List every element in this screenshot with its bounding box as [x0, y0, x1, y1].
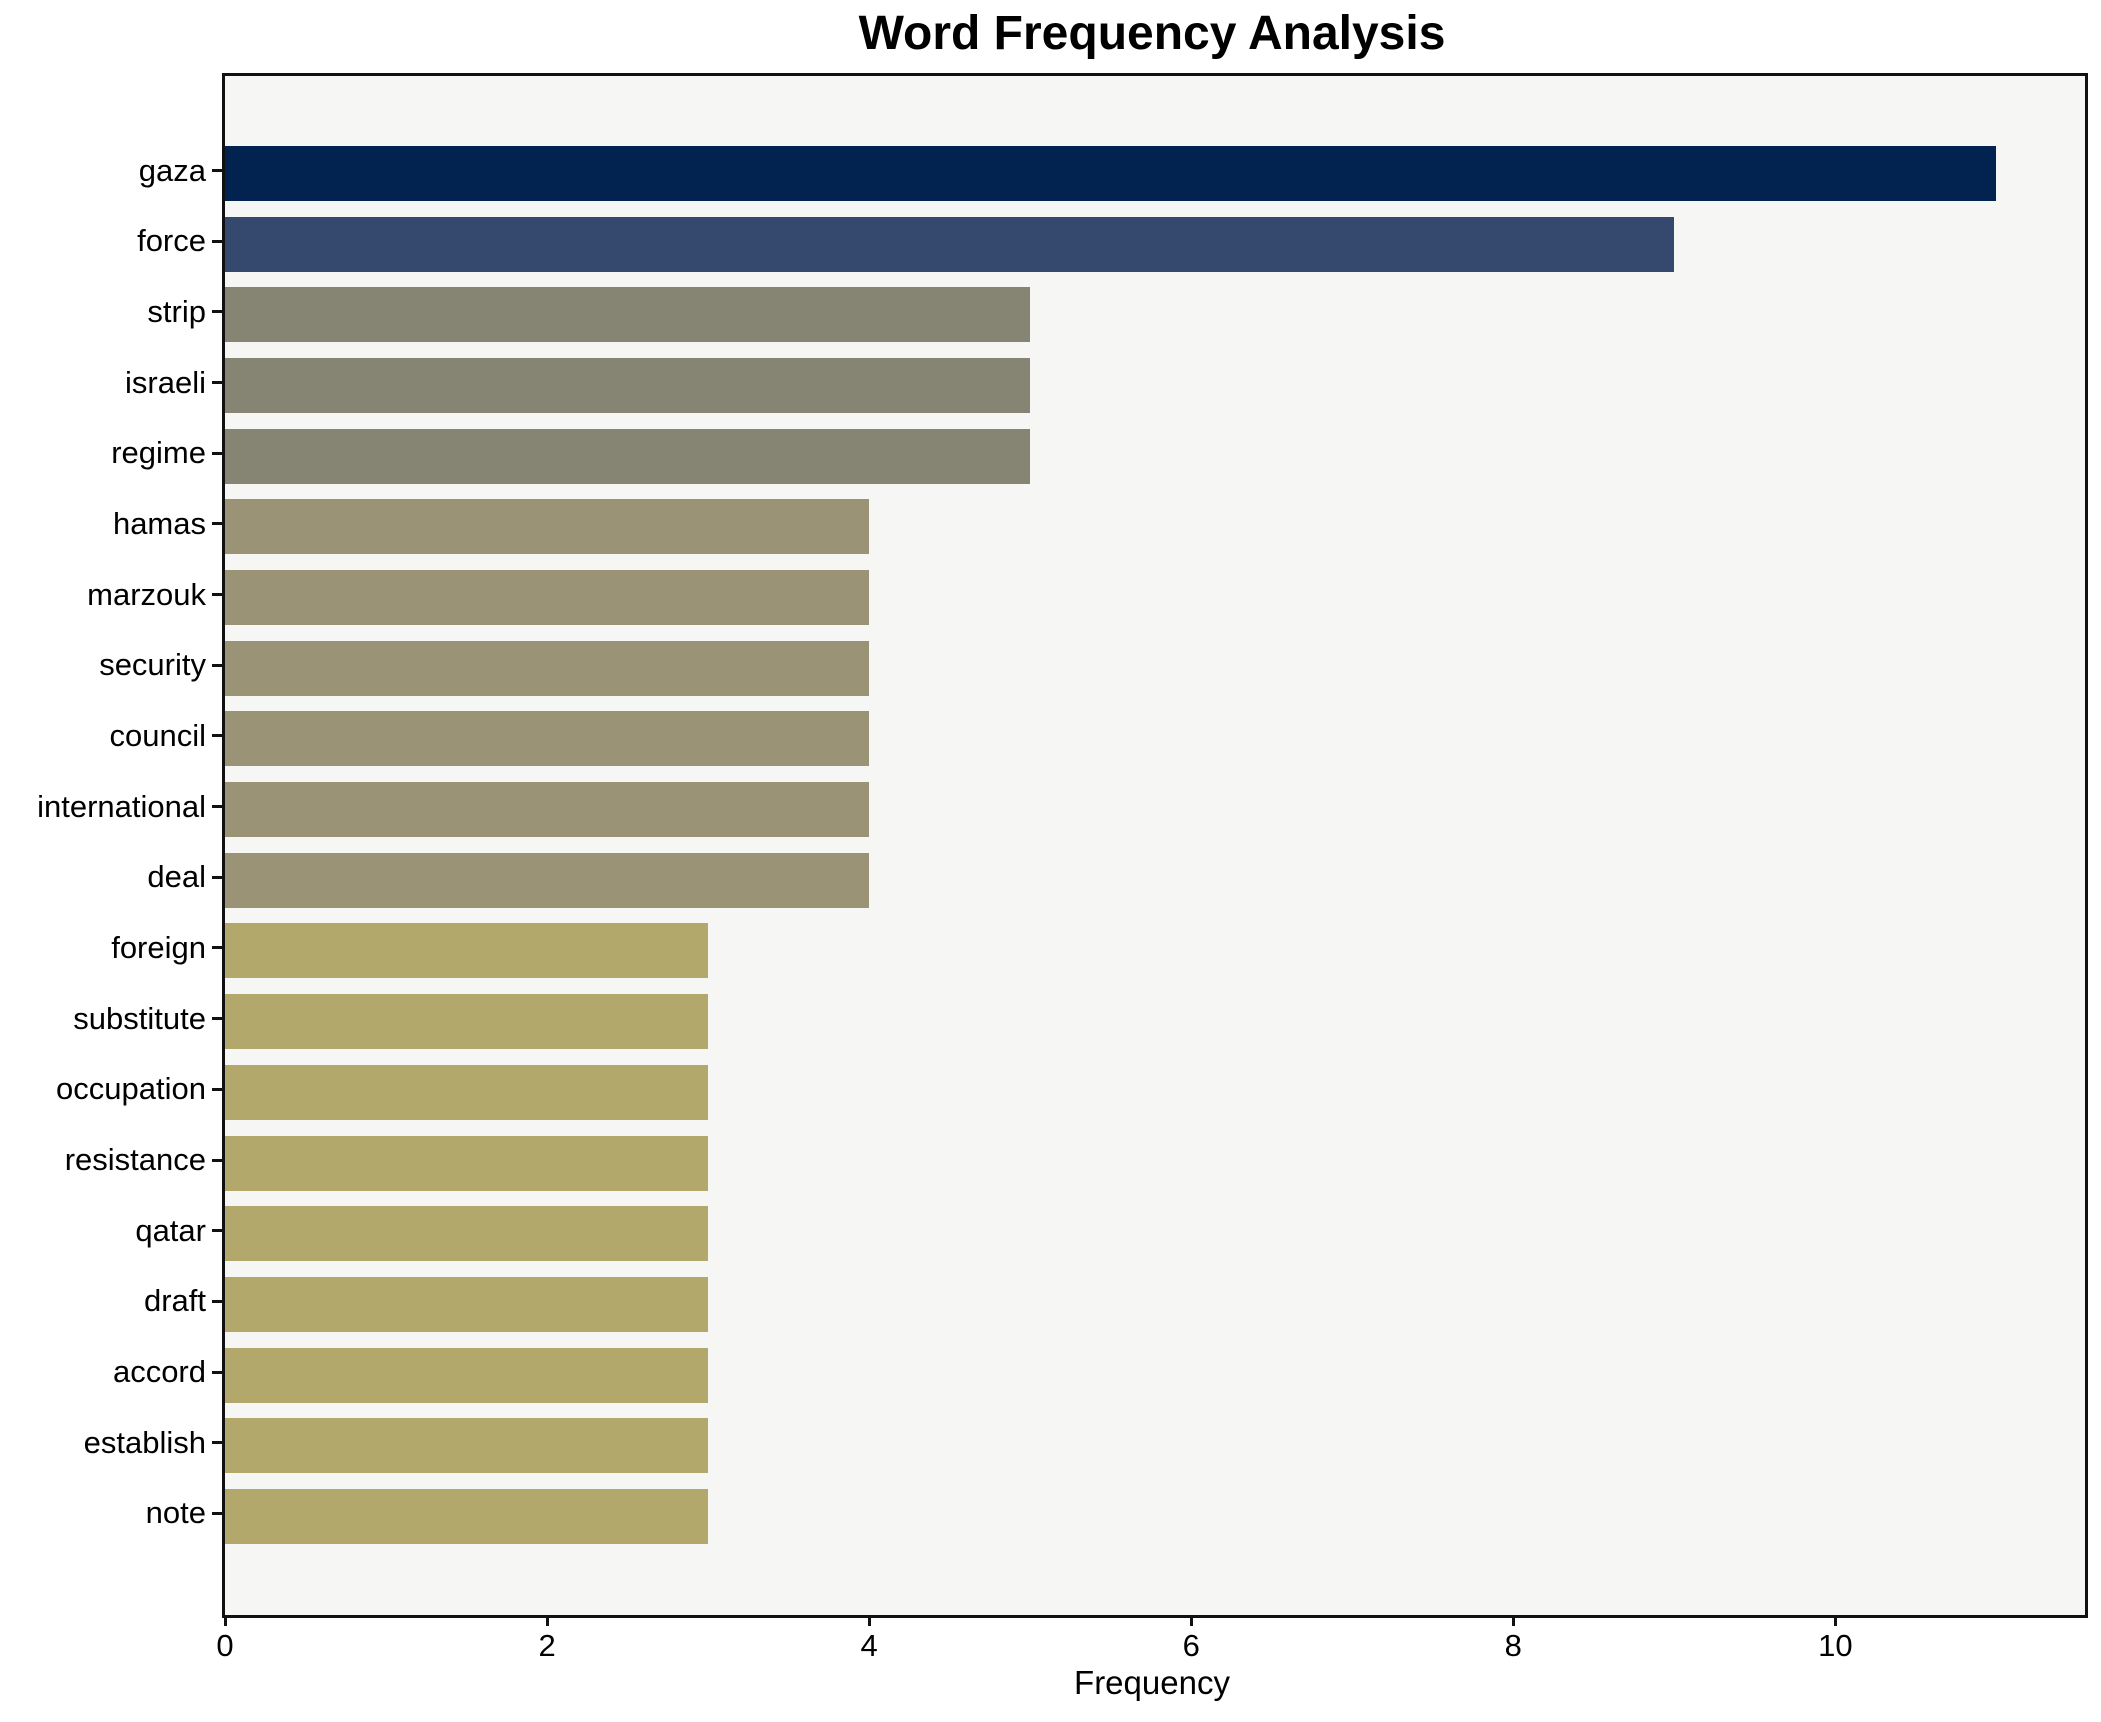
bar-hamas — [225, 499, 870, 555]
y-tick-label: establish — [83, 1424, 206, 1460]
y-tick-mark — [212, 805, 222, 809]
y-tick-label: marzouk — [87, 576, 206, 612]
y-tick-label: hamas — [112, 505, 206, 541]
y-tick-label: resistance — [64, 1142, 206, 1178]
x-tick-mark — [1833, 1615, 1837, 1626]
y-tick-mark — [212, 1511, 222, 1515]
y-tick-mark — [212, 1370, 222, 1374]
y-tick-mark — [212, 1441, 222, 1445]
y-tick-mark — [212, 734, 222, 738]
plot-area — [222, 73, 2088, 1618]
y-tick-mark — [212, 1299, 222, 1303]
y-tick-mark — [212, 1229, 222, 1233]
bar-strip — [225, 287, 1031, 343]
y-tick-label: regime — [111, 435, 206, 471]
bars-container — [225, 76, 2085, 1615]
y-tick-label: substitute — [73, 1000, 206, 1036]
x-tick-label: 2 — [538, 1628, 556, 1663]
y-tick-mark — [212, 381, 222, 385]
bar-israeli — [225, 358, 1031, 414]
y-tick-mark — [212, 310, 222, 314]
y-tick-mark — [212, 239, 222, 243]
bar-deal — [225, 852, 870, 908]
bar-council — [225, 711, 870, 767]
bar-note — [225, 1488, 709, 1544]
y-tick-mark — [212, 1087, 222, 1091]
x-tick-label: 8 — [1504, 1628, 1522, 1663]
bar-resistance — [225, 1135, 709, 1191]
y-tick-label: strip — [147, 293, 206, 329]
x-tick-label: 4 — [860, 1628, 878, 1663]
y-tick-mark — [212, 522, 222, 526]
bar-foreign — [225, 923, 709, 979]
x-tick-mark — [1189, 1615, 1193, 1626]
y-tick-mark — [212, 169, 222, 172]
x-tick-label: 6 — [1182, 1628, 1200, 1663]
y-tick-label: foreign — [111, 929, 206, 965]
y-tick-label: note — [145, 1495, 206, 1531]
x-axis-title: Frequency — [1074, 1664, 1230, 1701]
y-tick-label: gaza — [138, 152, 206, 188]
y-tick-mark — [212, 875, 222, 879]
chart-title: Word Frequency Analysis — [858, 7, 1446, 60]
bar-security — [225, 640, 870, 696]
y-tick-label: qatar — [135, 1212, 206, 1248]
y-tick-label: accord — [112, 1354, 206, 1390]
y-tick-label: council — [109, 717, 207, 753]
y-tick-label: occupation — [56, 1071, 206, 1107]
bar-qatar — [225, 1206, 709, 1262]
bar-international — [225, 782, 870, 838]
y-tick-label: international — [37, 788, 206, 824]
bar-gaza — [225, 146, 1997, 201]
bar-draft — [225, 1276, 709, 1332]
y-tick-mark — [212, 1158, 222, 1162]
x-tick-mark — [223, 1615, 227, 1626]
bar-force — [225, 216, 1675, 272]
x-tick-label: 0 — [216, 1628, 234, 1663]
y-tick-mark — [212, 663, 222, 667]
x-tick-label: 10 — [1818, 1628, 1853, 1663]
y-tick-mark — [212, 946, 222, 950]
y-tick-label: israeli — [125, 364, 206, 400]
bar-marzouk — [225, 570, 870, 626]
y-tick-mark — [212, 1017, 222, 1021]
y-tick-label: deal — [147, 859, 206, 895]
y-tick-label: draft — [143, 1283, 206, 1319]
y-axis-labels: gaza force strip israeli regime hamas marzouk s… — [0, 0, 206, 1722]
bar-regime — [225, 428, 1031, 484]
x-tick-mark — [545, 1615, 549, 1626]
x-tick-mark — [867, 1615, 871, 1626]
y-tick-mark — [212, 451, 222, 455]
y-tick-label: security — [99, 647, 206, 683]
y-tick-label: force — [137, 223, 206, 259]
bar-substitute — [225, 994, 709, 1050]
bar-occupation — [225, 1064, 709, 1120]
bar-establish — [225, 1418, 709, 1474]
bar-accord — [225, 1347, 709, 1403]
x-tick-mark — [1511, 1615, 1515, 1626]
y-tick-mark — [212, 593, 222, 597]
